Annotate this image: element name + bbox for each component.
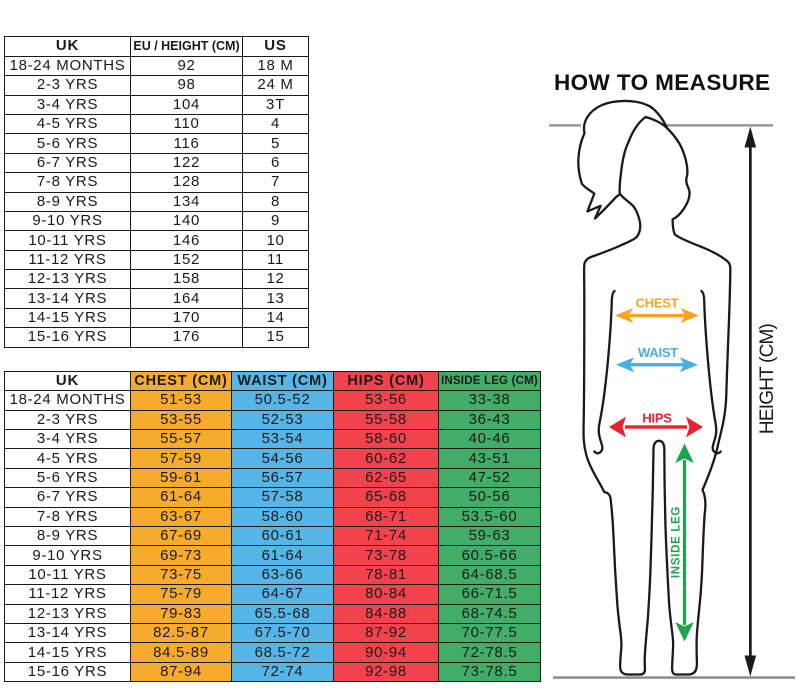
svg-text:INSIDE LEG: INSIDE LEG — [671, 506, 683, 578]
svg-text:HIPS: HIPS — [642, 411, 672, 426]
svg-text:CHEST: CHEST — [636, 296, 679, 311]
svg-text:WAIST: WAIST — [638, 345, 678, 360]
svg-text:HEIGHT (CM): HEIGHT (CM) — [757, 323, 778, 434]
svg-text:HOW TO MEASURE: HOW TO MEASURE — [554, 70, 770, 95]
